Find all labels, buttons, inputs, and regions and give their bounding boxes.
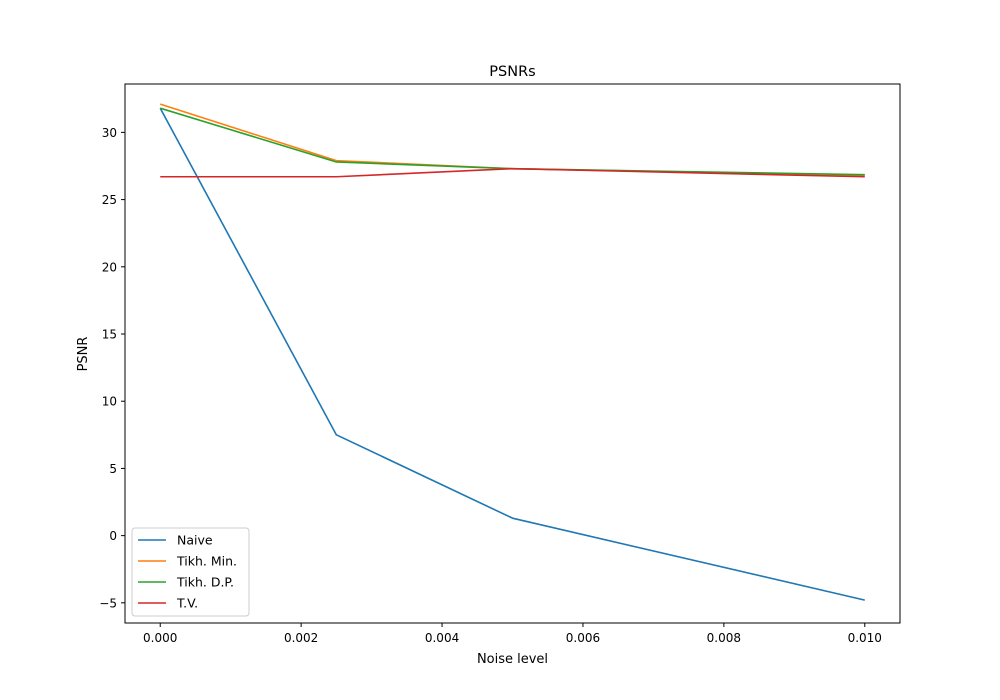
x-axis-label: Noise level — [477, 652, 548, 667]
y-axis-label: PSNR — [76, 337, 91, 372]
x-tick-label: 0.010 — [848, 631, 882, 645]
x-tick-label: 0.000 — [143, 631, 177, 645]
y-tick-label: 15 — [102, 328, 117, 342]
x-tick-label: 0.008 — [707, 631, 741, 645]
legend-label: Tikh. Min. — [176, 554, 237, 569]
series-line-tikh-d-p — [159, 107, 865, 176]
y-axis-ticks: −5 0 5 10 15 20 25 30 — [99, 126, 125, 610]
x-tick-label: 0.002 — [284, 631, 318, 645]
series-lines — [159, 103, 865, 601]
chart-title: PSNRs — [489, 64, 535, 80]
legend-label: Tikh. D.P. — [176, 575, 234, 590]
x-tick-label: 0.006 — [566, 631, 600, 645]
legend: Naive Tikh. Min. Tikh. D.P. T.V. — [131, 527, 250, 617]
x-axis-ticks: 0.000 0.002 0.004 0.006 0.008 0.010 — [143, 623, 882, 645]
legend-box — [131, 527, 250, 617]
x-tick-label: 0.004 — [425, 631, 459, 645]
y-tick-label: 5 — [109, 462, 117, 476]
y-tick-label: −5 — [99, 596, 117, 610]
y-tick-label: 25 — [102, 193, 117, 207]
legend-label: Naive — [177, 533, 213, 548]
series-line-naive — [159, 107, 865, 601]
series-line-t-v — [160, 167, 865, 178]
y-tick-label: 20 — [102, 260, 117, 274]
y-tick-label: 0 — [109, 529, 117, 543]
y-tick-label: 30 — [102, 126, 117, 140]
legend-label: T.V. — [176, 596, 198, 611]
y-tick-label: 10 — [102, 395, 117, 409]
plot-frame — [124, 83, 901, 624]
